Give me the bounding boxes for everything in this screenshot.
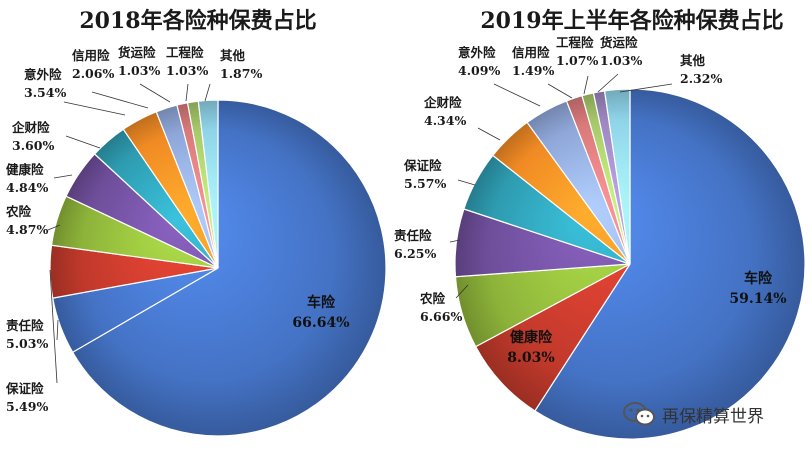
leader-line <box>185 83 189 102</box>
leader-line <box>49 269 58 384</box>
slice-label: 健康险 <box>510 329 553 346</box>
slice-label: 责任险 <box>394 228 432 243</box>
slice-label: 信用险 <box>72 48 110 63</box>
slice-value-label: 4.87% <box>6 222 48 237</box>
leader-line <box>455 284 469 299</box>
leader-line <box>56 319 59 341</box>
leader-line <box>65 135 101 149</box>
slice-label: 工程险 <box>556 35 594 50</box>
slice-label: 意外险 <box>24 67 62 82</box>
slice-label: 农险 <box>5 204 32 219</box>
slice-value-label: 1.07% <box>556 53 598 68</box>
slice-label: 车险 <box>307 294 336 311</box>
leader-line <box>53 174 73 179</box>
slice-label: 货运险 <box>600 35 638 50</box>
slice-label: 健康险 <box>6 162 44 177</box>
leader-line <box>91 91 149 109</box>
slice-label: 责任险 <box>6 318 44 333</box>
slice-value-label: 3.60% <box>12 138 54 153</box>
slice-label: 农险 <box>419 291 446 306</box>
pie-slice-11 <box>603 88 631 265</box>
slice-label: 信用险 <box>512 45 550 60</box>
slice-label: 其他 <box>680 53 706 68</box>
slice-value-label: 2.32% <box>680 71 722 86</box>
slice-value-label: 4.84% <box>6 180 48 195</box>
leader-line <box>449 239 461 243</box>
chart-title-2019h1: 2019年上半年各险种保费占比 <box>480 8 783 34</box>
slice-value-label: 5.03% <box>6 336 48 351</box>
slice-value-label: 5.49% <box>6 399 48 414</box>
leader-line <box>139 83 171 103</box>
leader-line <box>493 83 541 107</box>
slice-value-label: 1.03% <box>166 63 208 78</box>
leader-line <box>63 101 126 116</box>
pie-slice-2 <box>474 263 631 412</box>
slice-value-label: 8.03% <box>507 350 554 366</box>
pie-slice-1 <box>534 88 806 440</box>
leader-line <box>583 75 589 95</box>
pie-slice-1 <box>71 99 387 437</box>
slice-label: 工程险 <box>166 45 204 60</box>
slice-label: 企财险 <box>423 95 462 110</box>
slice-label: 保证险 <box>5 381 44 396</box>
slice-label: 企财险 <box>11 120 50 135</box>
slice-label: 保证险 <box>403 158 442 173</box>
chart-title-2018: 2018年各险种保费占比 <box>79 8 316 34</box>
leader-line <box>457 179 476 186</box>
slice-label: 货运险 <box>118 45 156 60</box>
slice-value-label: 4.34% <box>424 113 466 128</box>
leader-line <box>547 83 573 99</box>
watermark: 再保精算世界 <box>622 398 764 430</box>
slice-value-label: 1.87% <box>220 66 262 81</box>
slice-value-label: 59.14% <box>729 291 786 307</box>
pie-slice-11 <box>197 99 219 269</box>
leader-line <box>477 127 501 141</box>
slice-value-label: 1.03% <box>118 63 160 78</box>
slice-value-label: 1.49% <box>512 63 554 78</box>
leader-line <box>619 83 673 93</box>
slice-label: 车险 <box>744 270 773 287</box>
slice-value-label: 6.25% <box>394 246 436 261</box>
slice-value-label: 3.54% <box>24 85 66 100</box>
pie-2018: 车险 66.64% 保证险 5.49% 责任险 5.03% 农险 4.87% 健康险 4.84% 企… <box>5 45 387 437</box>
slice-value-label: 5.57% <box>404 176 446 191</box>
leader-line <box>47 224 61 231</box>
slice-value-label: 2.06% <box>72 66 114 81</box>
slice-value-label: 4.09% <box>458 63 500 78</box>
slice-label: 意外险 <box>458 45 496 60</box>
pie-2019h1: 车险 59.14% 健康险 8.03% 农险 6.66% 责任险 6.25% 保证险 5.57% 企… <box>394 35 806 440</box>
watermark-text: 再保精算世界 <box>662 406 764 427</box>
leader-line <box>597 73 619 93</box>
slice-value-label: 6.66% <box>420 309 462 324</box>
leader-line <box>204 83 211 102</box>
slice-value-label: 66.64% <box>292 315 349 331</box>
wechat-icon <box>623 402 655 426</box>
slice-value-label: 1.03% <box>600 53 642 68</box>
slice-label: 其他 <box>220 48 246 63</box>
